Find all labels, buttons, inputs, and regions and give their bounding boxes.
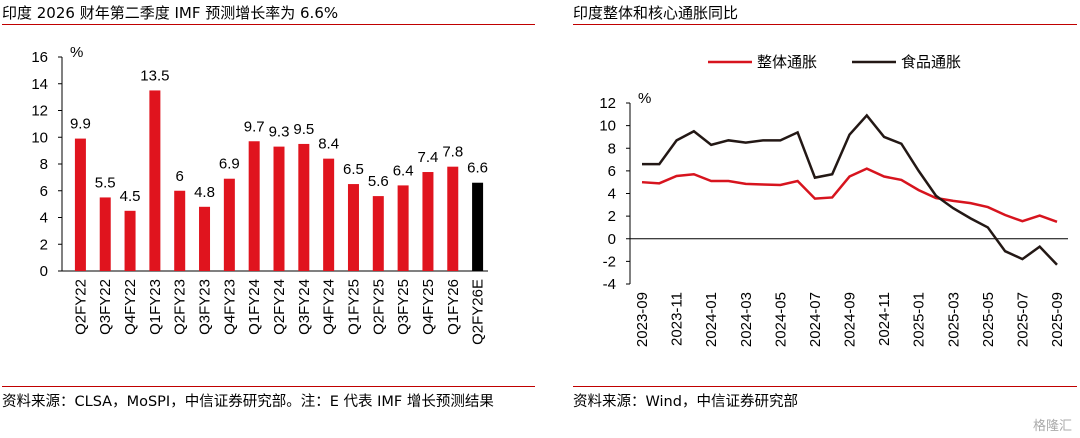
- bar: [248, 141, 260, 271]
- y-tick-label: -4: [603, 276, 616, 293]
- y-tick-label: 12: [31, 103, 48, 120]
- y-tick-label: 6: [608, 163, 616, 180]
- source-note: 资料来源：CLSA，MoSPI，中信证券研究部。注：E 代表 IMF 增长预测结…: [2, 386, 535, 415]
- bar: [323, 158, 335, 271]
- line-series: [642, 113, 1058, 266]
- bar: [99, 197, 111, 271]
- bar: [223, 178, 235, 271]
- y-tick-label: 14: [31, 76, 48, 93]
- bar: [372, 196, 384, 271]
- chart-title: 印度整体和核心通胀同比: [573, 2, 1077, 25]
- y-tick-label: 8: [40, 156, 48, 173]
- y-tick-label: 6: [40, 183, 48, 200]
- x-tick-label: Q2FY25: [370, 279, 387, 335]
- data-label: 6.9: [219, 156, 240, 173]
- legend-label: 整体通胀: [757, 54, 817, 71]
- x-tick-label: 2024-01: [703, 292, 720, 347]
- bar: [472, 182, 484, 271]
- chart-title: 印度 2026 财年第二季度 IMF 预测增长率为 6.6%: [2, 2, 535, 25]
- x-tick-label: 2024-03: [738, 292, 755, 347]
- x-tick-label: 2025-07: [1014, 292, 1031, 347]
- data-label: 13.5: [140, 67, 169, 84]
- bar: [298, 143, 310, 271]
- bar: [397, 185, 409, 271]
- unit-label: %: [638, 90, 651, 107]
- x-tick-label: Q3FY24: [296, 279, 313, 335]
- bar: [149, 90, 161, 271]
- x-tick-label: 2024-11: [876, 292, 893, 346]
- data-label: 6.4: [393, 162, 414, 179]
- line-series: [641, 167, 1058, 223]
- x-tick-label: Q2FY22: [72, 279, 89, 335]
- data-label: 7.4: [418, 149, 439, 166]
- x-tick-label: Q4FY22: [122, 279, 139, 335]
- x-tick-label: Q3FY22: [97, 279, 114, 335]
- x-tick-label: Q2FY24: [271, 279, 288, 335]
- y-tick-label: 4: [40, 210, 48, 227]
- x-tick-label: 2024-09: [842, 292, 859, 347]
- x-tick-label: Q1FY26: [445, 279, 462, 335]
- bar: [74, 138, 86, 271]
- bar: [347, 184, 359, 271]
- data-label: 5.6: [368, 173, 389, 190]
- y-tick-label: 10: [31, 129, 48, 146]
- x-tick-label: 2025-09: [1049, 292, 1066, 347]
- x-tick-label: Q1FY23: [147, 279, 164, 335]
- y-tick-label: 16: [31, 49, 48, 66]
- x-tick-label: 2025-01: [911, 292, 928, 347]
- y-tick-label: 2: [608, 208, 616, 225]
- data-label: 5.5: [95, 174, 116, 191]
- data-label: 6.5: [343, 161, 364, 178]
- data-label: 9.9: [70, 116, 91, 133]
- bar: [447, 166, 459, 271]
- bar: [273, 146, 285, 271]
- data-label: 9.3: [269, 124, 290, 141]
- x-tick-label: 2023-11: [669, 292, 686, 346]
- data-label: 6: [176, 168, 184, 185]
- data-label: 4.5: [120, 188, 141, 205]
- y-tick-label: 0: [608, 231, 616, 248]
- y-tick-label: -2: [603, 253, 616, 270]
- y-tick-label: 8: [608, 140, 616, 157]
- y-tick-label: 2: [40, 236, 48, 253]
- x-tick-label: 2024-07: [807, 292, 824, 347]
- data-label: 7.8: [442, 144, 463, 161]
- x-tick-label: 2024-05: [772, 292, 789, 347]
- bar: [124, 210, 136, 271]
- y-tick-label: 0: [40, 263, 48, 280]
- data-label: 9.7: [244, 118, 265, 135]
- y-tick-label: 10: [599, 118, 616, 135]
- legend-label: 食品通胀: [901, 54, 961, 71]
- x-tick-label: Q3FY23: [197, 279, 214, 335]
- x-tick-label: 2023-09: [634, 292, 651, 347]
- bar: [199, 206, 211, 271]
- data-label: 8.4: [318, 136, 339, 153]
- x-tick-label: 2025-03: [945, 292, 962, 347]
- x-tick-label: Q4FY23: [221, 279, 238, 335]
- x-tick-label: Q1FY25: [345, 279, 362, 335]
- x-tick-label: Q3FY25: [395, 279, 412, 335]
- bar: [174, 190, 186, 271]
- x-tick-label: Q2FY23: [172, 279, 189, 335]
- bar: [422, 172, 434, 271]
- watermark: 格隆汇: [1032, 419, 1072, 434]
- data-label: 6.6: [467, 160, 488, 177]
- source-note: 资料来源：Wind，中信证券研究部: [573, 386, 1077, 415]
- x-tick-label: Q2FY26E: [470, 279, 487, 345]
- y-tick-label: 4: [608, 186, 616, 203]
- data-label: 9.5: [293, 121, 314, 138]
- x-tick-label: Q4FY24: [321, 279, 338, 335]
- x-tick-label: Q1FY24: [246, 279, 263, 335]
- y-tick-label: 12: [599, 95, 616, 112]
- unit-label: %: [70, 44, 83, 61]
- x-tick-label: Q4FY25: [420, 279, 437, 335]
- data-label: 4.8: [194, 184, 215, 201]
- x-tick-label: 2025-05: [980, 292, 997, 347]
